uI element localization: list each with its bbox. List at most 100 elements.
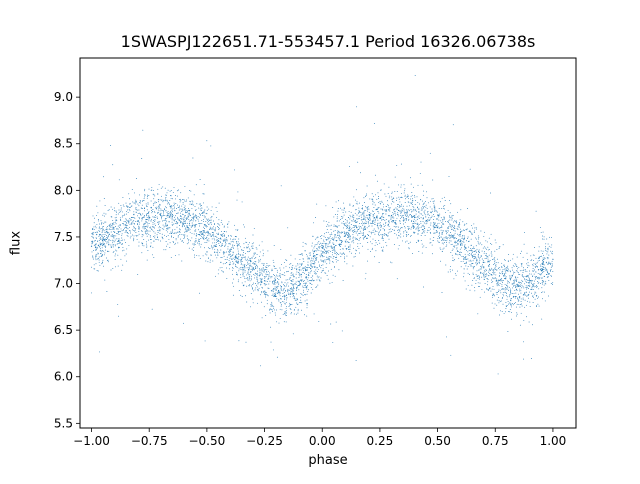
data-point xyxy=(107,210,109,211)
data-point xyxy=(147,202,149,204)
data-point xyxy=(123,239,125,241)
data-point xyxy=(293,276,295,278)
data-point xyxy=(263,264,265,266)
data-point xyxy=(95,243,97,245)
data-point xyxy=(289,289,291,291)
data-point xyxy=(334,252,336,254)
data-point xyxy=(306,299,308,301)
data-point xyxy=(362,237,364,239)
data-point xyxy=(379,231,380,233)
data-point xyxy=(96,258,98,260)
data-point xyxy=(475,262,476,264)
data-point xyxy=(102,239,104,241)
data-point xyxy=(217,250,219,252)
data-point xyxy=(474,266,475,268)
data-point xyxy=(273,288,275,290)
data-point xyxy=(96,205,98,207)
data-point xyxy=(316,254,317,255)
data-point xyxy=(145,226,147,228)
data-point xyxy=(306,253,308,255)
data-point xyxy=(141,230,143,232)
data-point xyxy=(475,228,477,230)
data-point xyxy=(377,225,379,227)
data-point xyxy=(532,268,534,269)
data-point xyxy=(299,266,301,268)
data-point xyxy=(391,219,393,221)
data-point xyxy=(290,309,292,310)
data-point xyxy=(458,257,460,259)
data-point xyxy=(123,249,125,251)
data-point xyxy=(274,312,276,314)
data-point xyxy=(396,200,397,202)
data-point xyxy=(384,229,386,231)
data-point xyxy=(139,200,141,202)
data-point xyxy=(106,231,108,233)
data-point xyxy=(203,230,205,232)
data-point xyxy=(266,265,268,267)
data-point xyxy=(538,257,540,259)
data-point xyxy=(240,261,242,263)
data-point xyxy=(370,219,371,221)
data-point xyxy=(493,307,495,309)
data-point xyxy=(298,285,300,287)
data-point xyxy=(224,242,226,244)
data-point xyxy=(542,253,544,255)
data-point xyxy=(428,217,430,219)
data-point xyxy=(329,240,331,242)
data-point xyxy=(395,220,397,221)
data-point xyxy=(536,305,537,307)
data-point xyxy=(112,234,114,236)
data-point xyxy=(136,238,138,240)
data-point xyxy=(91,241,93,243)
data-point xyxy=(513,303,515,304)
data-point xyxy=(343,252,344,254)
data-point xyxy=(337,208,339,209)
data-point xyxy=(244,267,246,269)
data-point xyxy=(293,298,295,300)
data-point xyxy=(337,230,339,232)
data-point xyxy=(471,232,473,234)
data-point xyxy=(315,217,316,218)
data-point xyxy=(170,210,171,212)
data-point xyxy=(157,221,158,223)
data-point xyxy=(297,299,299,301)
data-point xyxy=(343,235,345,237)
data-point xyxy=(425,214,427,216)
data-point xyxy=(273,273,275,275)
data-point xyxy=(292,286,294,288)
data-point xyxy=(164,187,166,189)
data-point xyxy=(348,247,349,249)
data-point xyxy=(500,278,502,280)
data-point xyxy=(114,245,116,247)
data-point xyxy=(332,246,334,248)
data-point xyxy=(501,297,503,299)
data-point xyxy=(265,266,267,268)
data-point xyxy=(503,272,505,274)
data-point xyxy=(532,296,534,298)
data-point xyxy=(294,283,296,285)
data-point xyxy=(143,208,145,209)
data-point xyxy=(435,227,436,229)
data-point xyxy=(338,231,340,233)
data-point xyxy=(282,290,284,292)
data-point xyxy=(399,220,401,221)
data-point xyxy=(286,294,288,296)
data-point xyxy=(103,222,105,224)
data-point xyxy=(163,208,165,210)
data-point xyxy=(159,225,160,227)
data-point xyxy=(271,295,273,296)
data-point xyxy=(322,251,324,253)
data-point xyxy=(164,215,166,217)
data-point xyxy=(322,252,324,254)
data-point xyxy=(523,243,525,245)
data-point xyxy=(114,239,116,241)
data-point xyxy=(287,227,289,229)
data-point xyxy=(295,265,297,267)
data-point xyxy=(510,271,511,273)
data-point xyxy=(360,232,362,234)
data-point xyxy=(158,222,160,224)
data-point xyxy=(324,272,326,274)
data-point xyxy=(365,229,367,230)
data-point xyxy=(450,225,452,227)
data-point xyxy=(283,294,285,296)
